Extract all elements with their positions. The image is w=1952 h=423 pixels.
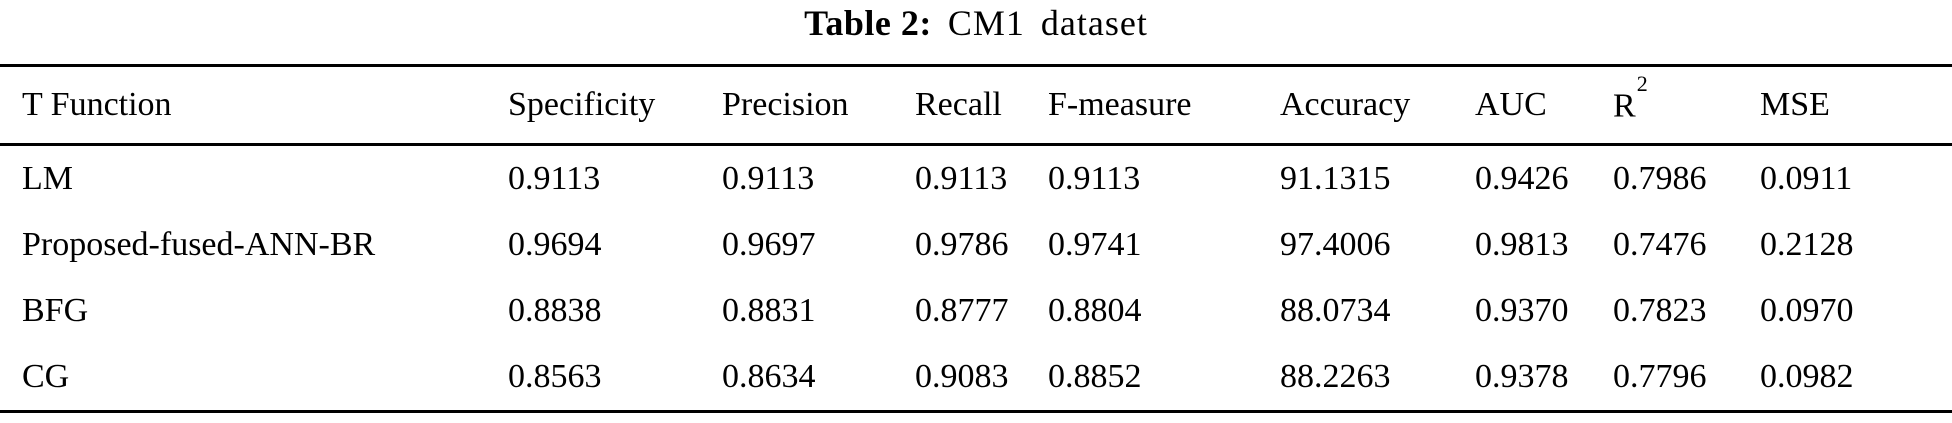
column-header-recall: Recall <box>915 86 1002 123</box>
column-header-mse: MSE <box>1760 86 1830 123</box>
table-row-lm: LM 0.9113 0.9113 0.9113 0.9113 91.1315 0… <box>0 145 1952 213</box>
table-cell: 0.8838 <box>508 292 602 329</box>
table-cell: 0.9083 <box>915 358 1009 395</box>
row-label: Proposed-fused-ANN-BR <box>22 226 376 263</box>
table-cell: 0.9113 <box>722 160 815 197</box>
table-cell: 0.8852 <box>1048 358 1142 395</box>
table-row-proposed-fused-ann-br: Proposed-fused-ANN-BR 0.9694 0.9697 0.97… <box>0 212 1952 278</box>
row-label: LM <box>22 160 73 197</box>
table-cell: 0.7476 <box>1613 226 1707 263</box>
table-cell: 0.9113 <box>508 160 601 197</box>
table-header: T Function Specificity Precision Recall … <box>0 66 1952 145</box>
table-caption-label: Table 2: <box>804 3 932 43</box>
table-cell: 0.7823 <box>1613 292 1707 329</box>
r-squared-base: R <box>1613 87 1636 125</box>
table-cell: 0.9813 <box>1475 226 1569 263</box>
table-cell: 0.9741 <box>1048 226 1142 263</box>
table-cell: 0.7986 <box>1613 160 1707 197</box>
table-cell: 0.7796 <box>1613 358 1707 395</box>
table-cell: 0.8563 <box>508 358 602 395</box>
table-caption-text: CM1 dataset <box>947 3 1148 43</box>
table-cell: 0.2128 <box>1760 226 1854 263</box>
table-cell: 0.9113 <box>1048 160 1141 197</box>
column-header-accuracy: Accuracy <box>1280 86 1411 123</box>
table-cell: 0.0911 <box>1760 160 1853 197</box>
r-squared-exponent: 2 <box>1636 71 1648 97</box>
table-body: LM 0.9113 0.9113 0.9113 0.9113 91.1315 0… <box>0 145 1952 412</box>
table-cell: 0.8831 <box>722 292 816 329</box>
column-header-r-squared: R2 <box>1613 66 1760 145</box>
table-cell: 0.8777 <box>915 292 1009 329</box>
row-label: BFG <box>22 292 89 329</box>
table-cell: 0.0982 <box>1760 358 1854 395</box>
column-header-auc: AUC <box>1475 86 1547 123</box>
column-header-specificity: Specificity <box>508 86 656 123</box>
table-row-bfg: BFG 0.8838 0.8831 0.8777 0.8804 88.0734 … <box>0 278 1952 344</box>
table-row-cg: CG 0.8563 0.8634 0.9083 0.8852 88.2263 0… <box>0 344 1952 412</box>
table-cell: 0.9378 <box>1475 358 1569 395</box>
metrics-table: T Function Specificity Precision Recall … <box>0 64 1952 413</box>
table-cell: 0.9426 <box>1475 160 1569 197</box>
table-caption: Table 2: CM1 dataset <box>0 0 1952 46</box>
table-cell: 88.0734 <box>1280 292 1391 329</box>
table-cell: 0.8804 <box>1048 292 1142 329</box>
table-cell: 0.9694 <box>508 226 602 263</box>
table-cell: 0.9697 <box>722 226 816 263</box>
table-cell: 0.9370 <box>1475 292 1569 329</box>
table-cell: 0.8634 <box>722 358 816 395</box>
table-cell: 0.9113 <box>915 160 1008 197</box>
column-header-t-function: T Function <box>22 86 172 123</box>
column-header-precision: Precision <box>722 86 849 123</box>
table-cell: 0.9786 <box>915 226 1009 263</box>
table-cell: 0.0970 <box>1760 292 1854 329</box>
header-row: T Function Specificity Precision Recall … <box>0 66 1952 145</box>
column-header-f-measure: F-measure <box>1048 86 1192 123</box>
table-cell: 97.4006 <box>1280 226 1391 263</box>
row-label: CG <box>22 358 70 395</box>
table-cell: 91.1315 <box>1280 160 1391 197</box>
table-cell: 88.2263 <box>1280 358 1391 395</box>
